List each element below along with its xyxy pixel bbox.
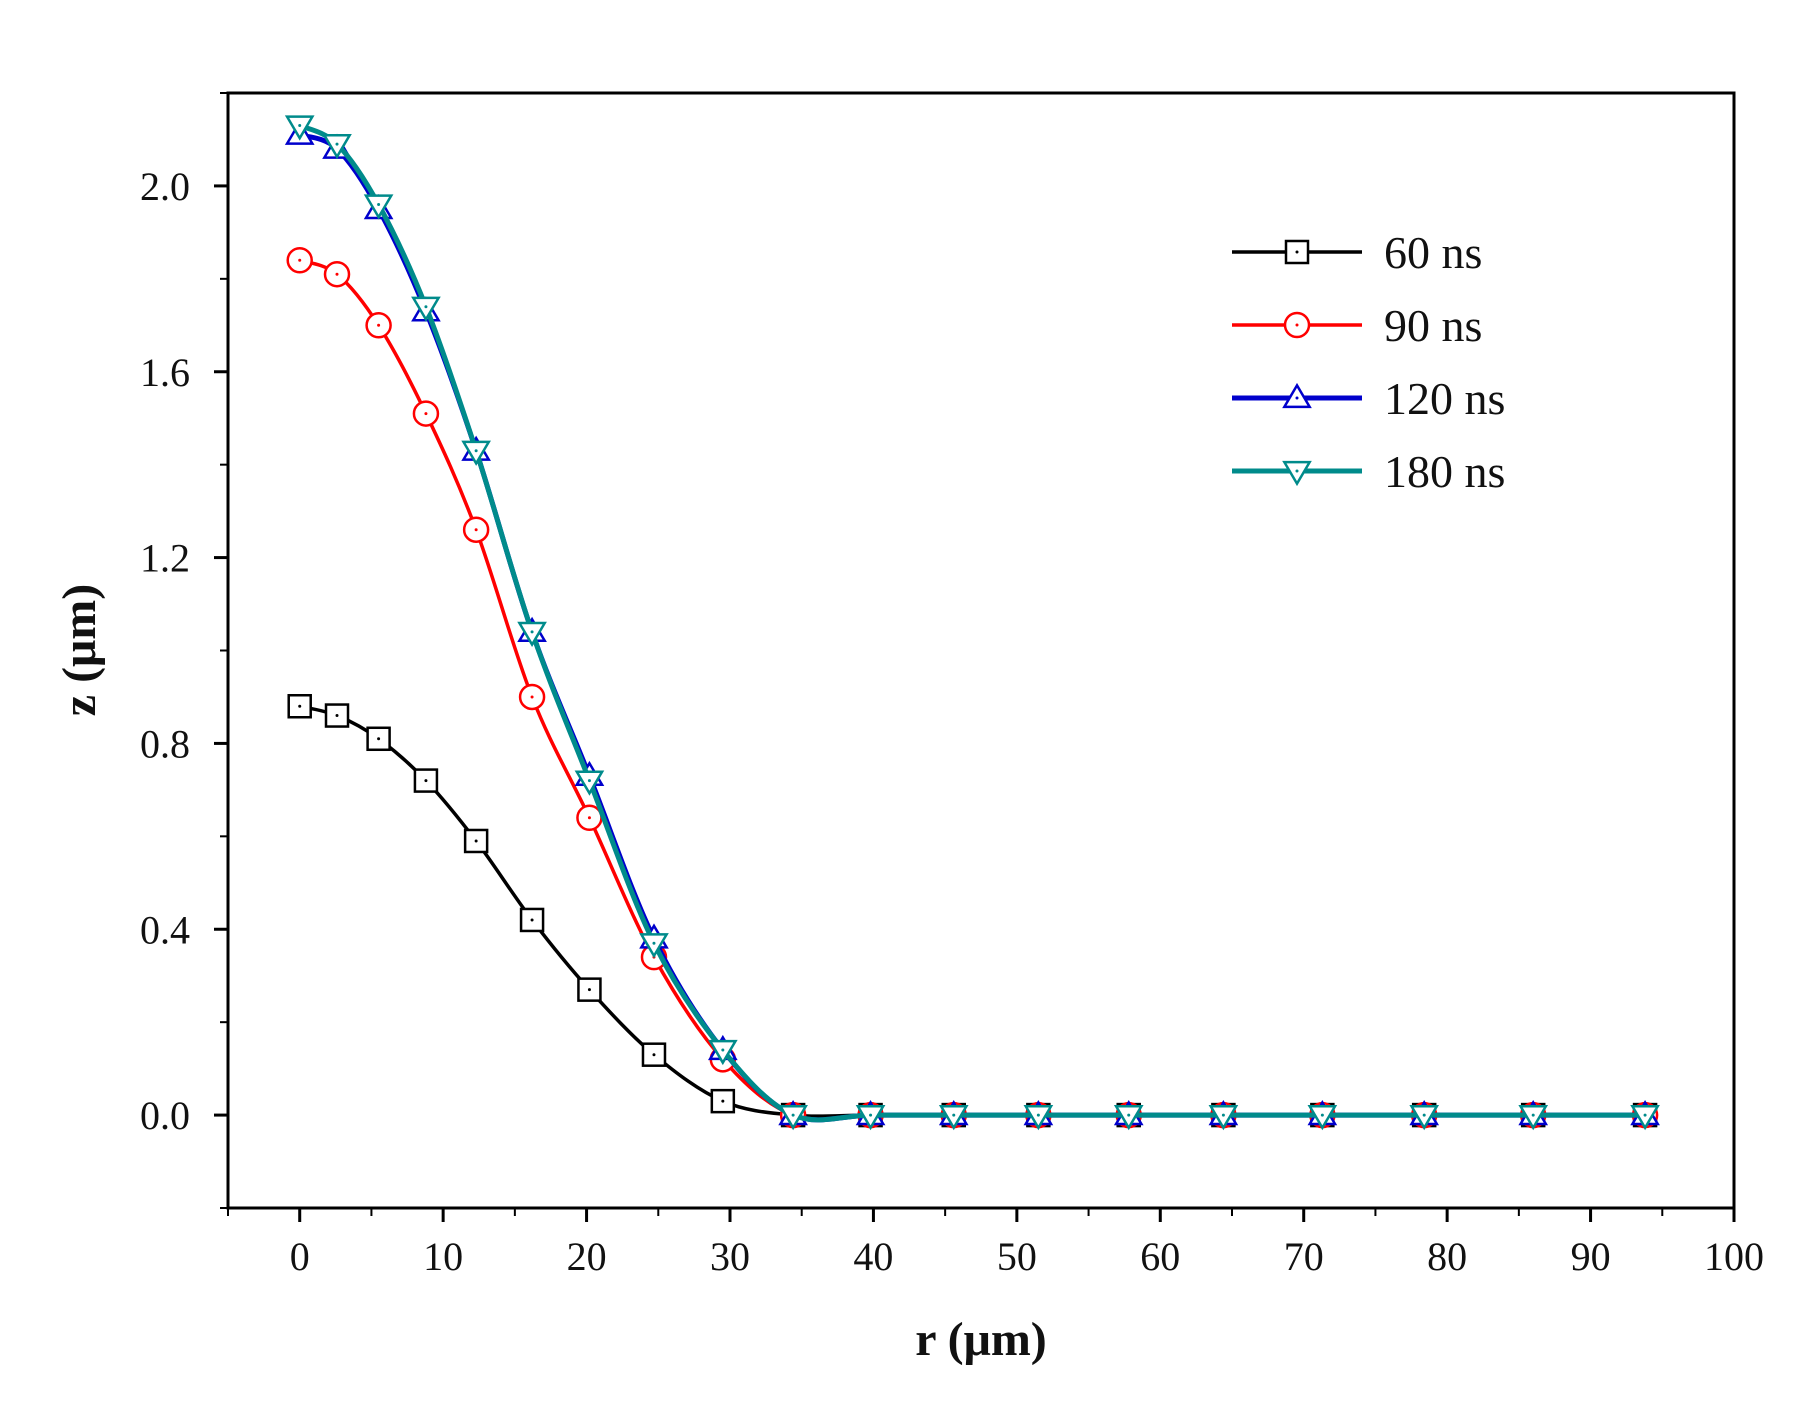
data-point — [1023, 1104, 1054, 1131]
data-point — [461, 440, 491, 466]
x-tick-label: 90 — [1571, 1234, 1611, 1279]
data-point-center-dot — [474, 528, 478, 532]
series-180-ns — [284, 115, 1660, 1131]
data-point — [938, 1104, 969, 1131]
data-point-center-dot — [952, 1113, 956, 1117]
data-point — [855, 1104, 886, 1131]
y-tick-label: 0.8 — [140, 721, 190, 766]
data-point-center-dot — [652, 941, 656, 945]
data-point-center-dot — [530, 630, 534, 634]
legend-item: 120 ns — [1232, 373, 1505, 424]
legend-label: 60 ns — [1384, 227, 1482, 278]
legend-marker-center-dot — [1295, 469, 1299, 473]
data-point-center-dot — [530, 695, 534, 699]
legend-marker-center-dot — [1295, 250, 1299, 254]
data-point — [1409, 1104, 1440, 1131]
data-point — [574, 770, 605, 796]
data-point-center-dot — [1643, 1113, 1647, 1117]
data-point — [1630, 1104, 1660, 1131]
data-point-center-dot — [1221, 1113, 1225, 1117]
data-point-center-dot — [424, 305, 428, 309]
x-tick-label: 10 — [423, 1234, 463, 1279]
data-point-center-dot — [377, 203, 381, 206]
legend-label: 120 ns — [1384, 373, 1505, 424]
tick-labels: 0 10 20 30 40 50 60 70 80 90 100 0.0 0.4 0.8 1.2 1.6 2.0 — [140, 164, 1764, 1279]
data-point — [707, 1039, 738, 1066]
data-point — [1518, 1104, 1549, 1131]
legend-marker — [1282, 382, 1312, 409]
x-tick-label: 80 — [1427, 1234, 1467, 1279]
x-tick-label: 40 — [853, 1234, 893, 1279]
y-tick-label: 2.0 — [140, 164, 190, 209]
x-tick-label: 50 — [997, 1234, 1037, 1279]
data-point-center-dot — [1127, 1113, 1131, 1117]
data-point — [284, 115, 315, 141]
data-point-center-dot — [298, 124, 302, 128]
legend-item: 90 ns — [1232, 300, 1482, 351]
x-tick-label: 60 — [1140, 1234, 1180, 1279]
data-point-center-dot — [587, 988, 591, 992]
legend-item: 60 ns — [1232, 227, 1482, 278]
data-point — [363, 194, 394, 220]
data-point-center-dot — [377, 323, 381, 327]
legend-item: 180 ns — [1232, 446, 1505, 497]
data-point-center-dot — [652, 1053, 656, 1057]
data-point — [639, 933, 669, 959]
data-point-center-dot — [587, 816, 591, 820]
data-point — [411, 296, 441, 322]
data-point-center-dot — [530, 918, 534, 922]
data-point-center-dot — [1422, 1113, 1426, 1117]
x-tick-label: 100 — [1704, 1234, 1764, 1279]
legend: 60 ns 90 ns 120 ns 180 ns — [1232, 227, 1505, 497]
data-point — [517, 621, 547, 648]
data-point — [1307, 1104, 1338, 1131]
x-tick-label: 30 — [710, 1234, 750, 1279]
data-point-center-dot — [587, 779, 591, 783]
x-tick-label: 0 — [290, 1234, 310, 1279]
data-point-center-dot — [1320, 1113, 1324, 1117]
data-point — [778, 1104, 808, 1131]
data-point-center-dot — [298, 258, 302, 262]
data-point-center-dot — [869, 1113, 873, 1117]
data-point — [1113, 1104, 1144, 1131]
legend-label: 90 ns — [1384, 300, 1482, 351]
legend-label: 180 ns — [1384, 446, 1505, 497]
data-point-center-dot — [474, 449, 478, 453]
y-tick-label: 0.4 — [140, 907, 190, 952]
x-tick-label: 20 — [567, 1234, 607, 1279]
data-point-center-dot — [335, 142, 339, 146]
data-point — [322, 133, 352, 160]
data-point-center-dot — [335, 272, 339, 276]
data-point-center-dot — [721, 1099, 725, 1103]
data-point-center-dot — [791, 1113, 795, 1117]
data-point-center-dot — [474, 839, 478, 843]
data-point-center-dot — [298, 704, 302, 708]
data-point-center-dot — [1531, 1113, 1535, 1117]
data-point-center-dot — [721, 1048, 725, 1052]
x-tick-label: 70 — [1284, 1234, 1324, 1279]
plot-frame — [226, 91, 1736, 1210]
y-tick-label: 1.6 — [140, 350, 190, 395]
data-point-center-dot — [335, 714, 339, 718]
data-point — [1208, 1104, 1239, 1131]
data-point-center-dot — [377, 737, 381, 741]
legend-marker-center-dot — [1295, 323, 1299, 327]
y-tick-label: 1.2 — [140, 536, 190, 581]
data-point-center-dot — [424, 412, 428, 416]
y-axis-title: z (μm) — [53, 584, 106, 716]
legend-marker — [1282, 460, 1312, 487]
series-layer — [284, 115, 1660, 1131]
y-tick-label: 0.0 — [140, 1093, 190, 1138]
x-axis-title: r (μm) — [915, 1313, 1047, 1366]
data-point-center-dot — [424, 779, 428, 783]
legend-marker-center-dot — [1295, 396, 1299, 400]
data-point-center-dot — [1036, 1113, 1040, 1117]
